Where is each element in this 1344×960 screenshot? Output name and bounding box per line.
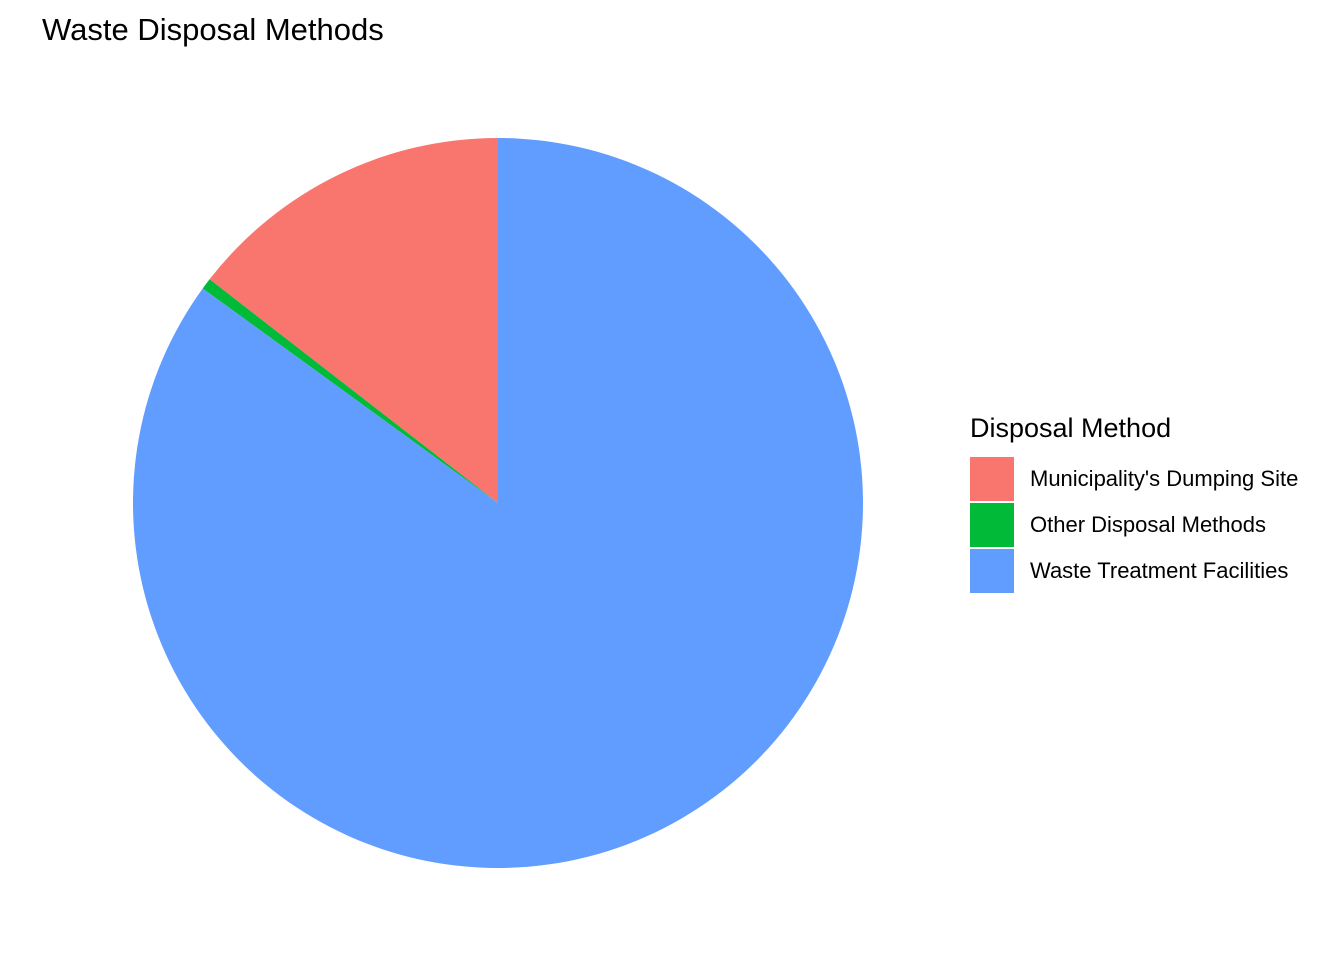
pie-slice-municipality-s-dumping-site — [209, 138, 498, 503]
legend-key-waste-treatment-facilities — [970, 549, 1014, 593]
chart-title: Waste Disposal Methods — [42, 12, 384, 47]
legend-item-municipality-dumping-site: Municipality's Dumping Site — [970, 456, 1298, 502]
legend-title: Disposal Method — [970, 413, 1172, 443]
legend-key-municipality-dumping-site — [970, 457, 1014, 501]
legend-label-municipality-dumping-site: Municipality's Dumping Site — [1030, 466, 1299, 491]
legend: Disposal Method Municipality's Dumping S… — [970, 410, 1298, 594]
pie-slice-other-disposal-methods — [202, 279, 498, 503]
legend-label-waste-treatment-facilities: Waste Treatment Facilities — [1030, 558, 1289, 583]
legend-item-other-disposal-methods: Other Disposal Methods — [970, 502, 1298, 548]
legend-key-other-disposal-methods — [970, 503, 1014, 547]
pie-slice-waste-treatment-facilities — [133, 138, 864, 868]
legend-label-other-disposal-methods: Other Disposal Methods — [1030, 512, 1266, 537]
legend-item-waste-treatment-facilities: Waste Treatment Facilities — [970, 548, 1298, 594]
